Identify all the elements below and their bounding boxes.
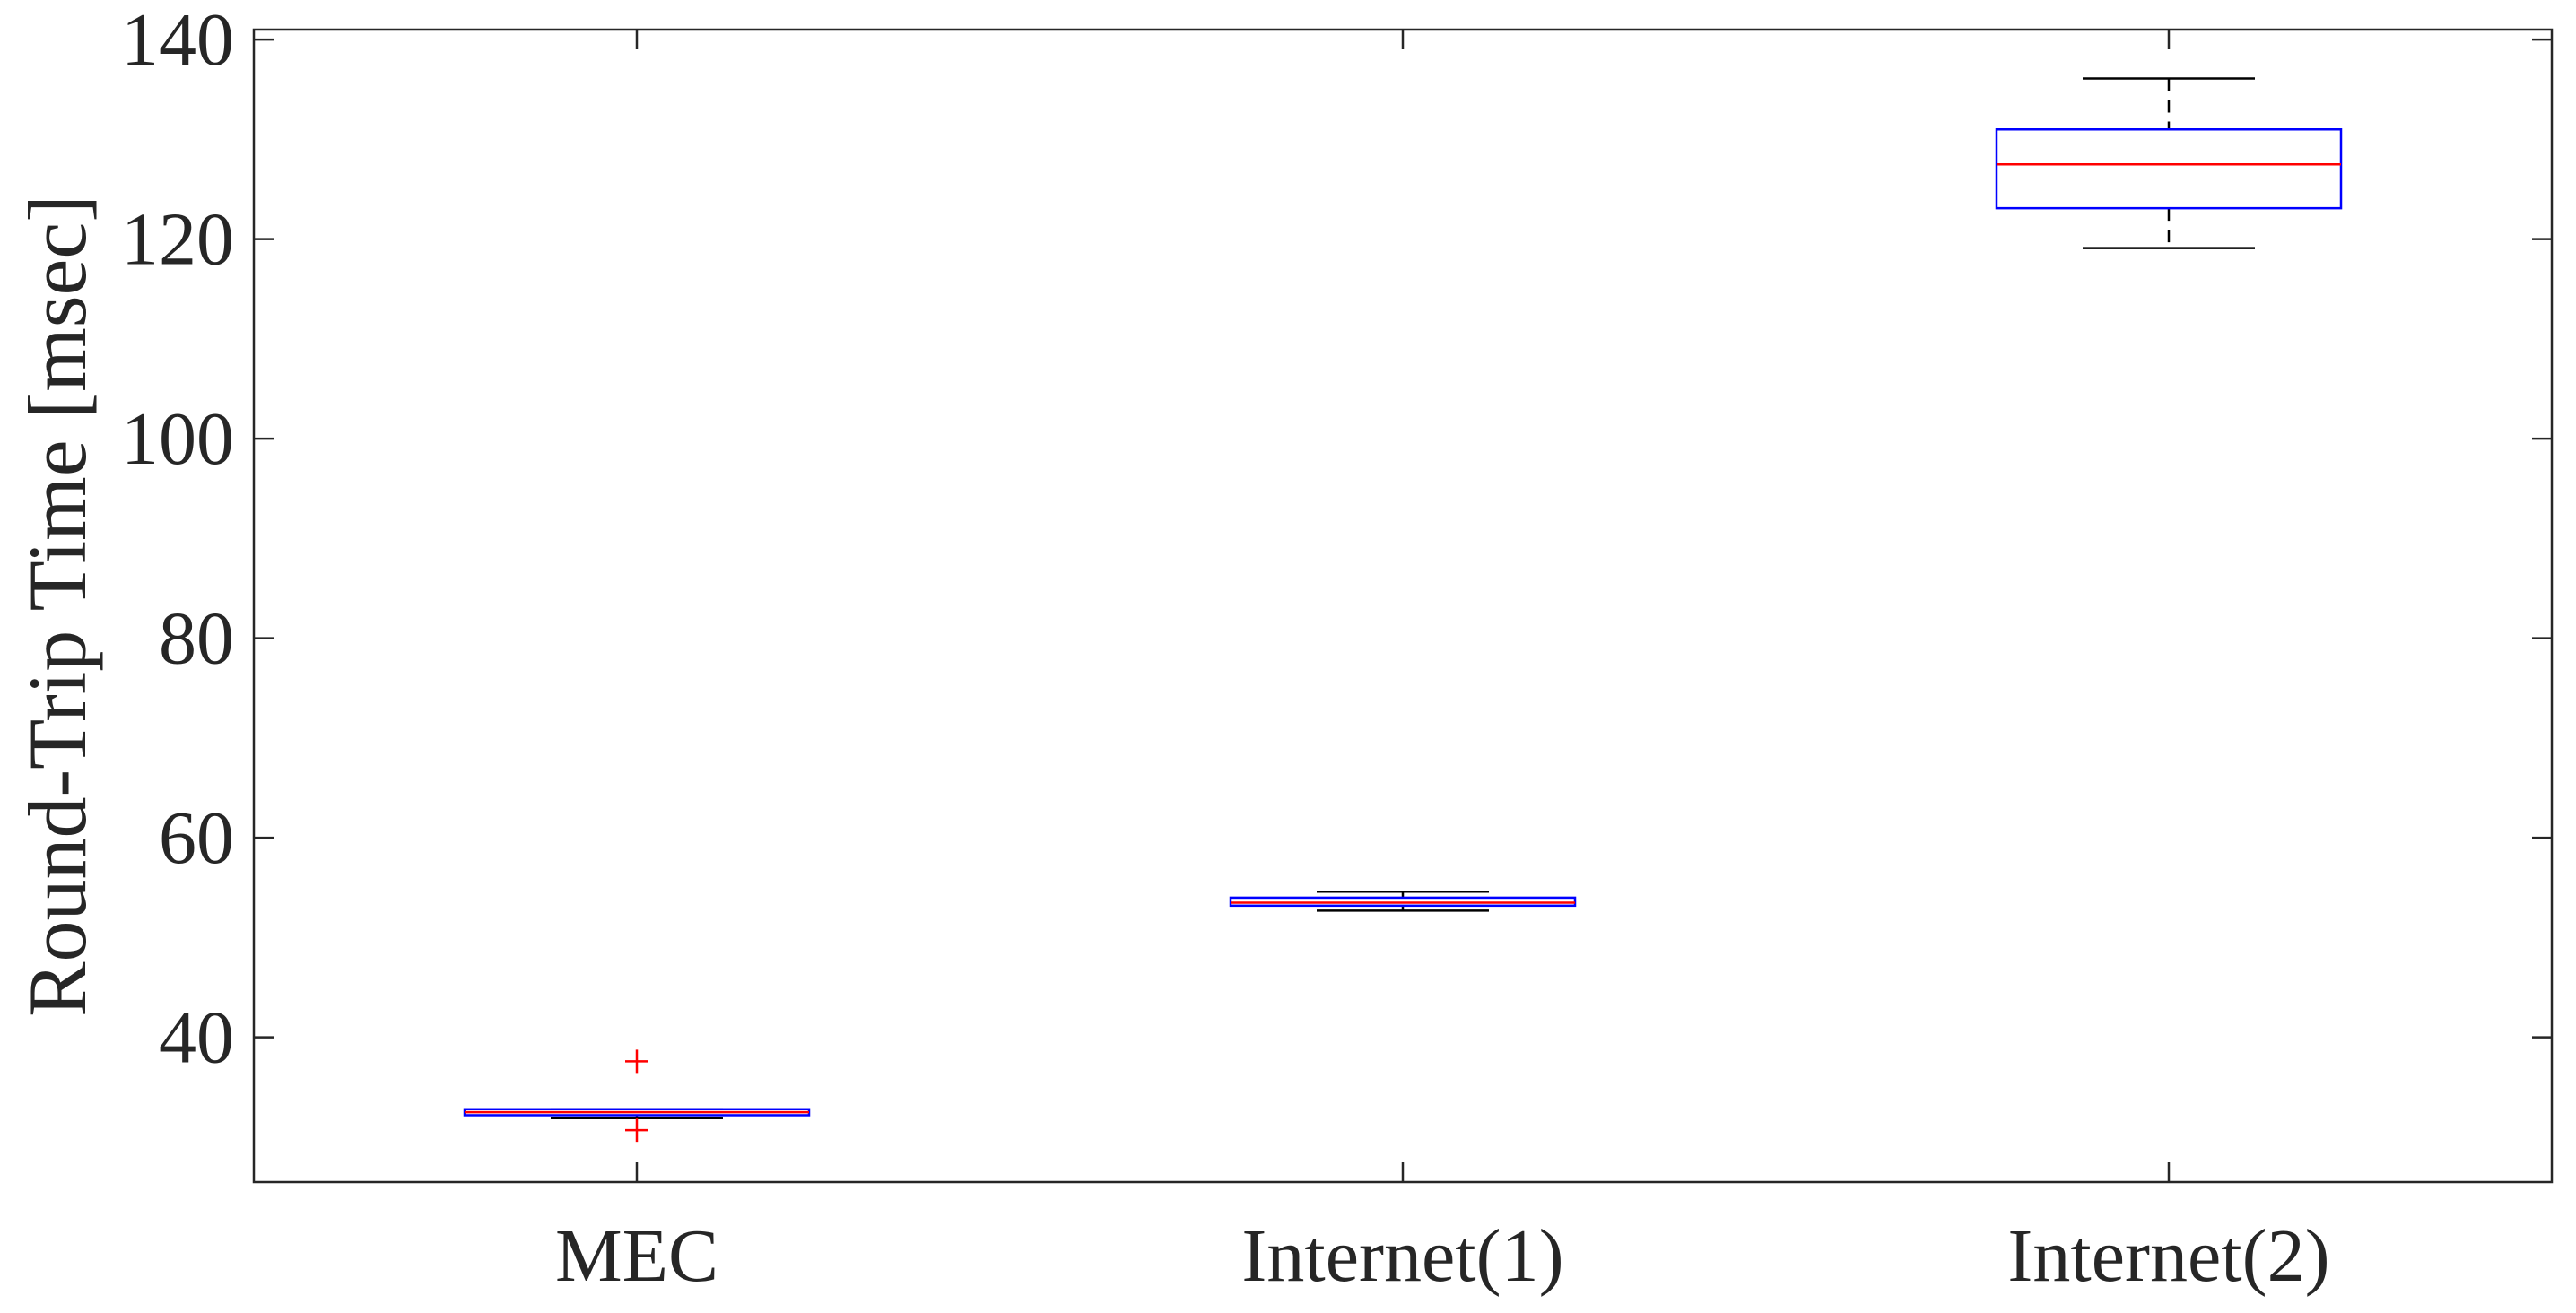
- outlier-marker: [625, 1118, 648, 1143]
- x-tick-label: MEC: [555, 1214, 718, 1298]
- outlier-marker: [625, 1049, 648, 1074]
- axes-frame: [252, 28, 2554, 1184]
- x-tick-label: Internet(2): [2007, 1214, 2329, 1298]
- iqr-box: [1995, 128, 2343, 210]
- y-tick-label: 120: [121, 198, 234, 282]
- y-tick-label: 100: [121, 397, 234, 481]
- y-tick-label: 60: [159, 796, 234, 880]
- box-internet-2-: [1995, 77, 2343, 249]
- y-tick-label: 40: [159, 996, 234, 1080]
- y-tick-label: 80: [159, 597, 234, 681]
- y-axis-label: Round-Trip Time [msec]: [12, 195, 103, 1017]
- axes: 40 60 80 100 120 140 MEC Internet(1) Internet(2): [121, 0, 2554, 1298]
- plot-area: [463, 77, 2343, 1143]
- x-tick-label: Internet(1): [1241, 1214, 1563, 1298]
- box-internet-1-: [1229, 890, 1577, 912]
- y-tick-label: 140: [121, 0, 234, 82]
- box-mec: [463, 1049, 811, 1143]
